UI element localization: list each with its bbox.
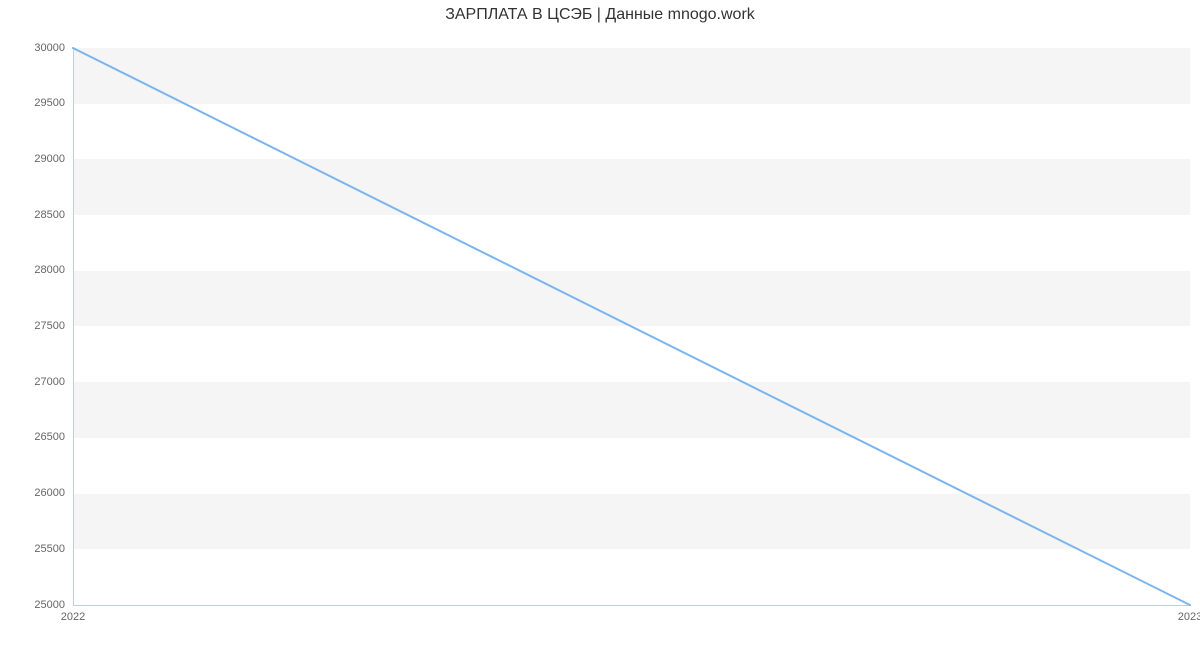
x-axis-line: [73, 605, 1190, 606]
y-tick-label: 29500: [0, 97, 65, 109]
y-tick-label: 26000: [0, 487, 65, 499]
series-line: [73, 48, 1190, 605]
plot-area: [73, 48, 1190, 605]
salary-chart: ЗАРПЛАТА В ЦСЭБ | Данные mnogo.work 2500…: [0, 0, 1200, 650]
y-tick-label: 28500: [0, 209, 65, 221]
y-tick-label: 25500: [0, 543, 65, 555]
chart-title: ЗАРПЛАТА В ЦСЭБ | Данные mnogo.work: [0, 6, 1200, 24]
y-tick-label: 26500: [0, 431, 65, 443]
y-tick-label: 30000: [0, 42, 65, 54]
y-tick-label: 28000: [0, 264, 65, 276]
y-tick-label: 27000: [0, 376, 65, 388]
y-tick-label: 27500: [0, 320, 65, 332]
y-tick-label: 25000: [0, 599, 65, 611]
line-layer: [73, 48, 1190, 605]
x-tick-label: 2023: [1150, 611, 1200, 623]
y-tick-label: 29000: [0, 153, 65, 165]
x-tick-label: 2022: [33, 611, 113, 623]
